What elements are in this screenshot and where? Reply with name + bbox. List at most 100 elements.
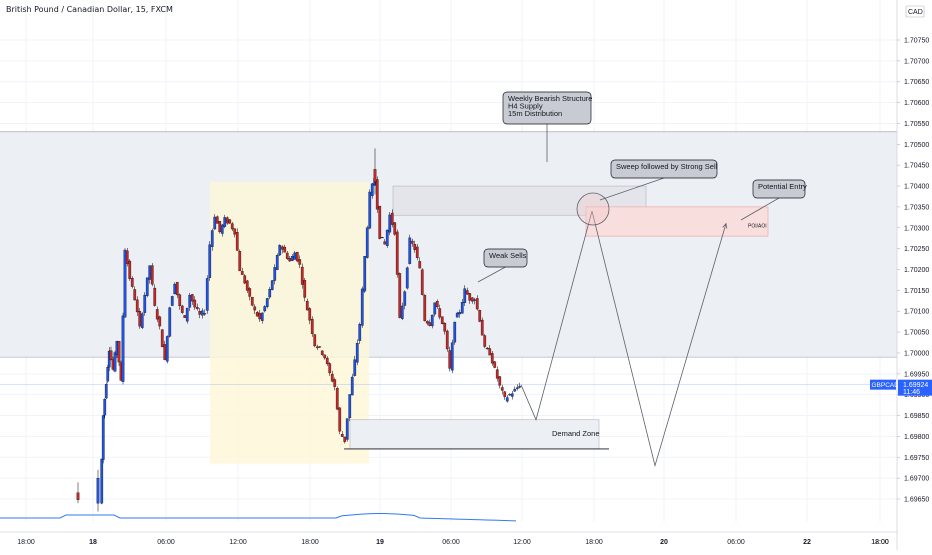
callout-sweep: Sweep followed by Strong Sell	[599, 159, 718, 201]
candle-body	[413, 244, 417, 250]
candle-body	[203, 313, 207, 315]
candle-body	[258, 313, 262, 320]
time-tick-label: 06:00	[727, 539, 745, 546]
candle-body	[363, 256, 367, 292]
candle	[335, 386, 339, 411]
candle	[117, 340, 121, 366]
chart-title: British Pound / Canadian Dollar, 15, FXC…	[6, 5, 173, 14]
candle	[508, 393, 512, 396]
candle	[310, 316, 314, 337]
candle-body	[458, 312, 462, 315]
currency-box	[905, 5, 925, 18]
candle-body	[265, 298, 269, 307]
price-tick-label: 1.69750	[904, 455, 929, 462]
candle-body	[313, 334, 317, 347]
candle-body	[158, 316, 162, 327]
time-tick-label: 06:00	[157, 539, 175, 546]
candle	[240, 267, 244, 275]
candle-body	[498, 376, 502, 386]
candle	[230, 221, 234, 232]
candle	[423, 294, 427, 322]
candle	[370, 182, 374, 199]
candle-body	[328, 363, 332, 374]
candle	[385, 229, 389, 248]
price-tick-label: 1.70650	[904, 79, 929, 86]
candle	[135, 296, 139, 317]
candle	[360, 286, 364, 328]
candle-body	[383, 241, 387, 245]
price-tick-label: 1.70700	[904, 58, 929, 65]
callout-text: 15m Distribution	[508, 109, 562, 118]
candle-body	[395, 231, 399, 275]
candle	[190, 293, 194, 305]
candle-body	[290, 256, 294, 261]
symbol-tag-label: GBPCAD	[872, 382, 900, 389]
candle	[96, 469, 100, 512]
candle-body	[510, 393, 514, 397]
candle	[175, 281, 179, 299]
candle	[348, 394, 352, 422]
poi-zone	[585, 206, 769, 237]
candle	[378, 205, 382, 240]
candle	[160, 329, 164, 348]
candle-body	[173, 283, 177, 295]
candle-body	[408, 237, 412, 264]
candle-body	[470, 297, 474, 302]
candle-body	[415, 246, 419, 258]
candle	[238, 249, 242, 272]
candle-body	[285, 252, 289, 259]
candle	[510, 390, 514, 400]
candle-body	[255, 312, 259, 317]
candle-body	[125, 250, 129, 264]
candle	[275, 253, 279, 271]
price-tick-label: 1.70400	[904, 184, 929, 191]
session-box	[210, 181, 369, 464]
candle	[323, 354, 327, 360]
candle-body	[275, 255, 279, 270]
candle	[215, 215, 219, 224]
callout-text: Potential Entry	[758, 182, 807, 191]
candle-body	[353, 359, 357, 376]
candle	[220, 223, 224, 237]
candle	[390, 209, 394, 228]
symbol-tag	[870, 379, 896, 390]
candle	[300, 263, 304, 289]
candle	[490, 350, 494, 366]
time-tick-label: 06:00	[442, 539, 460, 546]
candle	[155, 306, 159, 323]
candle-body	[385, 229, 389, 246]
candle-body	[300, 266, 304, 285]
candle-body	[370, 183, 374, 196]
candle-body	[348, 394, 352, 419]
candle	[363, 255, 367, 294]
candle-body	[480, 319, 484, 336]
candle	[338, 407, 342, 435]
candle-body	[238, 251, 242, 272]
candle-body	[375, 179, 379, 210]
candle	[178, 293, 182, 310]
candle	[380, 236, 384, 239]
candle-body	[398, 273, 402, 318]
candle-body	[273, 267, 277, 281]
candle-body	[245, 280, 249, 291]
candle-body	[338, 407, 342, 432]
candle-body	[193, 299, 197, 308]
candle	[200, 308, 204, 319]
price-tick-label: 1.70250	[904, 246, 929, 253]
candle	[445, 329, 449, 352]
candle-body	[513, 389, 517, 392]
callout-box	[752, 179, 806, 199]
candle-body	[160, 329, 164, 348]
candle-body	[103, 399, 107, 416]
price-tick-label: 1.69800	[904, 434, 929, 441]
candle	[248, 286, 252, 301]
candle-body	[390, 212, 394, 225]
candle-body	[76, 492, 80, 500]
candle-body	[473, 299, 477, 301]
candle-body	[315, 346, 319, 349]
time-tick-label: 18	[89, 539, 97, 546]
price-tick-label: 1.69950	[904, 371, 929, 378]
candle-body	[303, 280, 307, 298]
